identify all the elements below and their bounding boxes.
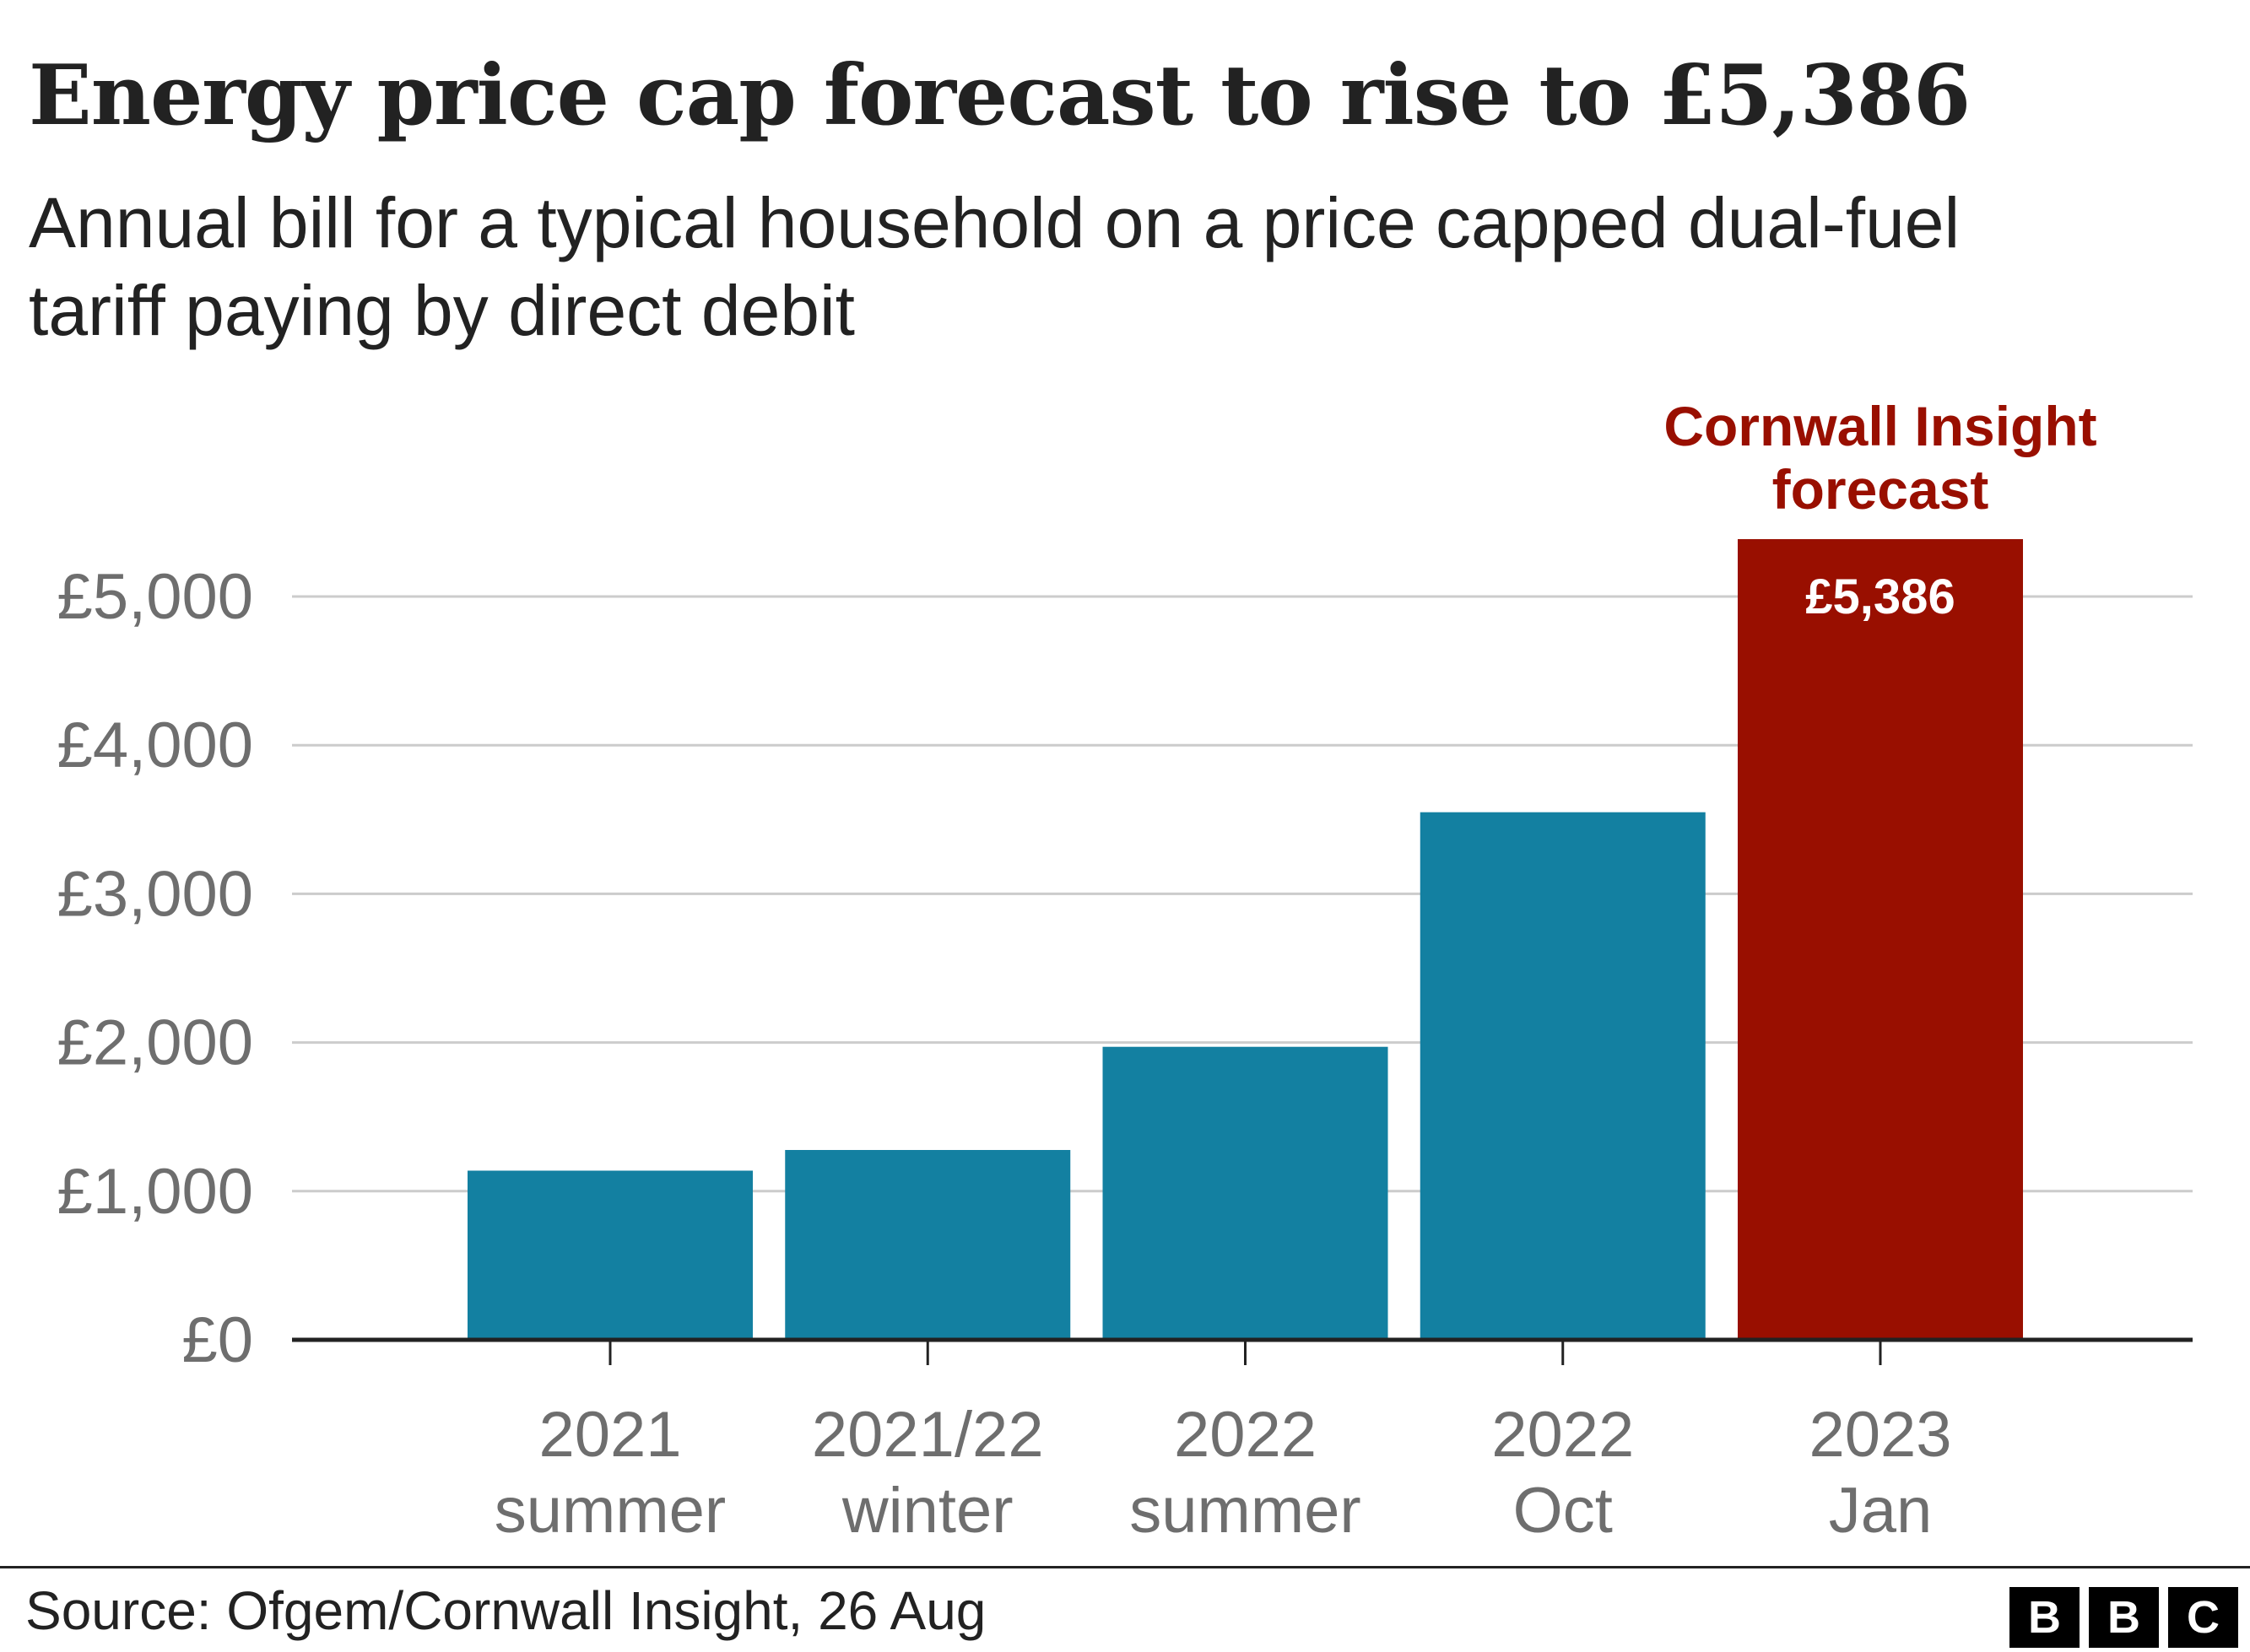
- chart-subtitle: Annual bill for a typical household on a…: [29, 183, 1961, 350]
- x-tick-label: 2021: [538, 1399, 681, 1471]
- forecast-bar: [1738, 539, 2023, 1340]
- forecast-annotation: forecast: [1772, 458, 1989, 521]
- bar: [1102, 1046, 1388, 1340]
- forecast-annotation: Cornwall Insight: [1663, 395, 2096, 457]
- x-tick-label: summer: [495, 1475, 726, 1547]
- chart-title: Energy price cap forecast to rise to £5,…: [29, 47, 1971, 144]
- bbc-logo-block: B: [2009, 1587, 2080, 1648]
- bbc-logo-block: C: [2168, 1587, 2238, 1648]
- bbc-logo-block: B: [2089, 1587, 2159, 1648]
- y-tick-label: £3,000: [57, 858, 253, 930]
- x-tick-label: summer: [1129, 1475, 1360, 1547]
- data-label: £5,386: [1805, 570, 1955, 624]
- y-tick-label: £1,000: [57, 1156, 253, 1228]
- x-tick-label: 2023: [1809, 1399, 1951, 1471]
- bbc-logo: B B C: [2009, 1587, 2238, 1648]
- x-tick-label: 2022: [1174, 1399, 1317, 1471]
- x-tick-label: winter: [841, 1475, 1014, 1547]
- x-tick-label: Jan: [1829, 1475, 1933, 1547]
- x-tick-label: 2021/22: [812, 1399, 1044, 1471]
- y-tick-label: £0: [181, 1304, 253, 1376]
- x-tick-label: Oct: [1513, 1475, 1613, 1547]
- y-tick-label: £4,000: [57, 710, 253, 781]
- bar: [1420, 812, 1706, 1340]
- bar: [785, 1149, 1071, 1340]
- y-tick-label: £2,000: [57, 1007, 253, 1079]
- footer-divider: [0, 1566, 2250, 1568]
- bar-chart: £0£1,000£2,000£3,000£4,000£5,0002021summ…: [57, 395, 2193, 1547]
- bar: [468, 1170, 753, 1340]
- source-note: Source: Ofgem/Cornwall Insight, 26 Aug: [25, 1580, 987, 1641]
- x-tick-label: 2022: [1491, 1399, 1634, 1471]
- y-tick-label: £5,000: [57, 561, 253, 633]
